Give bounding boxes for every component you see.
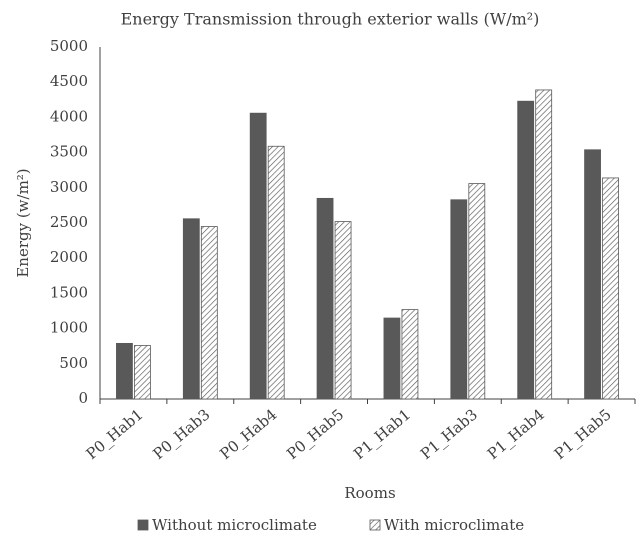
bar [200, 226, 218, 400]
bar [267, 145, 285, 400]
bar [383, 317, 401, 400]
y-tick-label: 3000 [50, 178, 88, 196]
x-tick-label: P1_Hab1 [350, 405, 414, 463]
y-tick-label: 1500 [50, 283, 88, 301]
bar [584, 149, 601, 400]
bar [116, 342, 133, 400]
legend-label: With microclimate [384, 516, 524, 534]
bar [316, 197, 334, 400]
x-tick-label: P1_Hab4 [484, 405, 548, 463]
bar [602, 177, 619, 400]
y-tick-label: 5000 [50, 37, 88, 55]
bar [535, 89, 553, 400]
y-tick-label: 2000 [50, 248, 88, 266]
x-tick-label: P0_Hab1 [83, 405, 147, 463]
y-axis-label: Energy (w/m²) [14, 168, 32, 277]
bar [468, 183, 486, 400]
x-tick-label: P1_Hab5 [551, 405, 615, 463]
bar [249, 112, 267, 400]
x-tick-label: P0_Hab3 [150, 405, 214, 463]
legend-swatch [137, 519, 149, 531]
bar [401, 309, 419, 400]
chart-title: Energy Transmission through exterior wal… [121, 10, 540, 29]
bar [517, 100, 535, 400]
x-tick-label: P1_Hab3 [417, 405, 481, 463]
x-tick-label: P0_Hab5 [283, 405, 347, 463]
y-tick-label: 2500 [50, 213, 88, 231]
x-tick-label: P0_Hab4 [216, 405, 280, 463]
y-tick-label: 1000 [50, 319, 88, 337]
y-tick-label: 3500 [50, 143, 88, 161]
bar [334, 221, 352, 400]
y-tick-label: 500 [59, 354, 88, 372]
bar [450, 199, 468, 400]
bar [134, 345, 151, 400]
legend-swatch [369, 519, 381, 531]
y-tick-label: 4000 [50, 107, 88, 125]
x-axis-label: Rooms [344, 484, 395, 502]
legend-label: Without microclimate [152, 516, 317, 534]
y-tick-label: 0 [78, 389, 88, 407]
y-tick-label: 4500 [50, 72, 88, 90]
bar [182, 218, 200, 400]
